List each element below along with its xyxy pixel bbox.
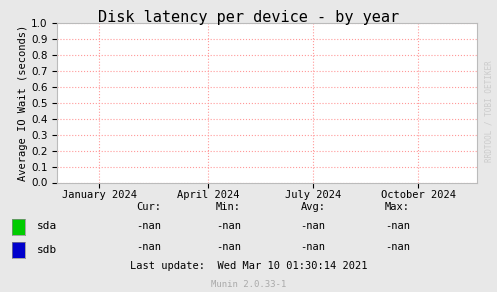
Text: Cur:: Cur: bbox=[137, 202, 162, 212]
Text: Munin 2.0.33-1: Munin 2.0.33-1 bbox=[211, 280, 286, 289]
Text: Disk latency per device - by year: Disk latency per device - by year bbox=[98, 10, 399, 25]
Text: Last update:  Wed Mar 10 01:30:14 2021: Last update: Wed Mar 10 01:30:14 2021 bbox=[130, 261, 367, 271]
Text: sdb: sdb bbox=[37, 244, 58, 255]
Text: -nan: -nan bbox=[137, 221, 162, 231]
Text: -nan: -nan bbox=[137, 242, 162, 252]
Text: Min:: Min: bbox=[216, 202, 241, 212]
Text: sda: sda bbox=[37, 221, 58, 231]
Text: -nan: -nan bbox=[301, 242, 326, 252]
Text: -nan: -nan bbox=[385, 242, 410, 252]
Text: RRDTOOL / TOBI OETIKER: RRDTOOL / TOBI OETIKER bbox=[485, 60, 494, 162]
Text: -nan: -nan bbox=[216, 242, 241, 252]
Text: Max:: Max: bbox=[385, 202, 410, 212]
Y-axis label: Average IO Wait (seconds): Average IO Wait (seconds) bbox=[18, 25, 28, 181]
Text: -nan: -nan bbox=[385, 221, 410, 231]
Text: Avg:: Avg: bbox=[301, 202, 326, 212]
Text: -nan: -nan bbox=[216, 221, 241, 231]
Text: -nan: -nan bbox=[301, 221, 326, 231]
